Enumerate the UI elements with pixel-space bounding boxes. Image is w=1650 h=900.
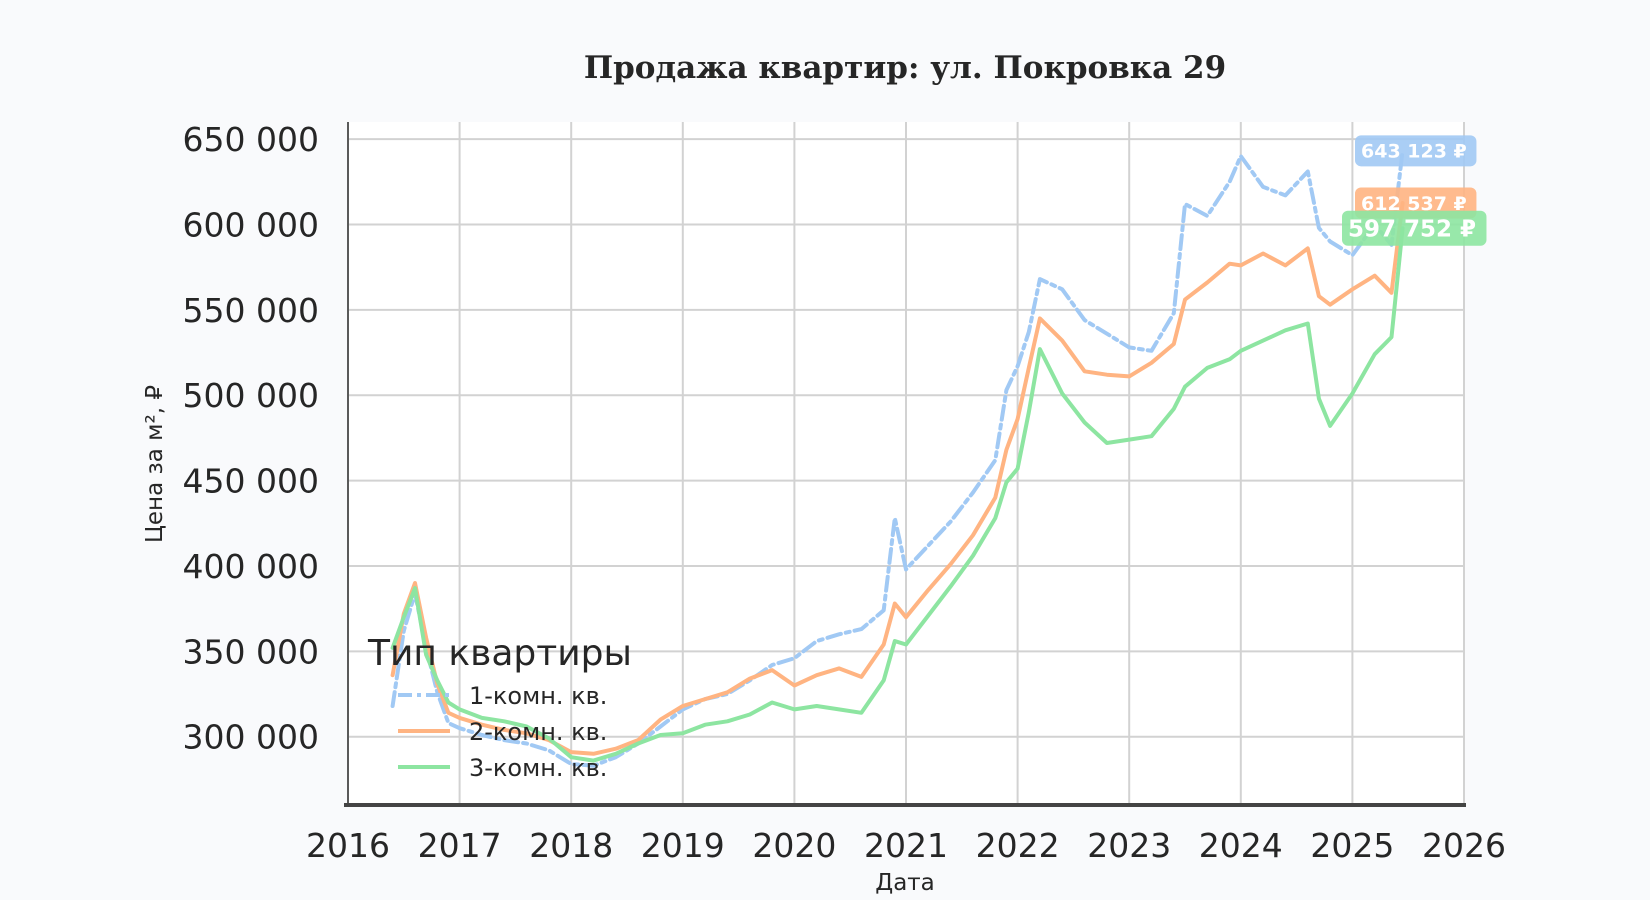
y-tick-label: 450 000 bbox=[183, 462, 319, 501]
x-tick-label: 2024 bbox=[1199, 826, 1283, 865]
legend-title: Тип квартиры bbox=[367, 633, 632, 674]
x-tick-label: 2025 bbox=[1310, 826, 1394, 865]
y-tick-label: 400 000 bbox=[183, 547, 319, 586]
x-tick-label: 2023 bbox=[1087, 826, 1171, 865]
x-tick-label: 2026 bbox=[1422, 826, 1506, 865]
y-tick-label: 600 000 bbox=[183, 205, 319, 244]
series-line-3 bbox=[390, 226, 1405, 763]
y-tick-label: 500 000 bbox=[183, 376, 319, 415]
legend-label: 2-комн. кв. bbox=[469, 718, 607, 746]
series-lines bbox=[390, 148, 1405, 768]
end-label-text: 597 752 ₽ bbox=[1348, 217, 1476, 243]
legend-label: 1-комн. кв. bbox=[469, 682, 607, 710]
x-tick-label: 2016 bbox=[306, 826, 390, 865]
series-line-1 bbox=[390, 148, 1405, 768]
legend: Тип квартиры 1-комн. кв. 2-комн. кв. 3-ком… bbox=[367, 633, 632, 782]
y-tick-label: 650 000 bbox=[183, 120, 319, 159]
end-label-text: 612 537 ₽ bbox=[1361, 193, 1467, 215]
y-axis-label: Цена за м², ₽ bbox=[142, 385, 168, 543]
series-line-2 bbox=[390, 201, 1405, 756]
y-tick-label: 550 000 bbox=[183, 291, 319, 330]
y-tick-label: 300 000 bbox=[183, 718, 319, 757]
y-tick-label: 350 000 bbox=[183, 632, 319, 671]
x-tick-label: 2022 bbox=[976, 826, 1060, 865]
end-labels: 643 123 ₽ 612 537 ₽597 752 ₽ bbox=[1342, 135, 1487, 246]
x-tick-label: 2021 bbox=[864, 826, 948, 865]
x-tick-label: 2019 bbox=[641, 826, 725, 865]
axes: 2016 2017 2018 2019 2020 2021 2022 2023 2024 2025… bbox=[183, 120, 1506, 865]
x-tick-label: 2018 bbox=[529, 826, 613, 865]
x-tick-label: 2020 bbox=[752, 826, 836, 865]
x-tick-label: 2017 bbox=[418, 826, 502, 865]
end-label-badge bbox=[1342, 210, 1487, 246]
legend-label: 3-комн. кв. bbox=[469, 754, 607, 782]
end-label-text: 643 123 ₽ bbox=[1361, 141, 1467, 163]
x-axis-label: Дата bbox=[875, 870, 935, 896]
chart-title: Продажа квартир: ул. Покровка 29 bbox=[584, 50, 1226, 86]
end-label-badge bbox=[1355, 135, 1477, 167]
